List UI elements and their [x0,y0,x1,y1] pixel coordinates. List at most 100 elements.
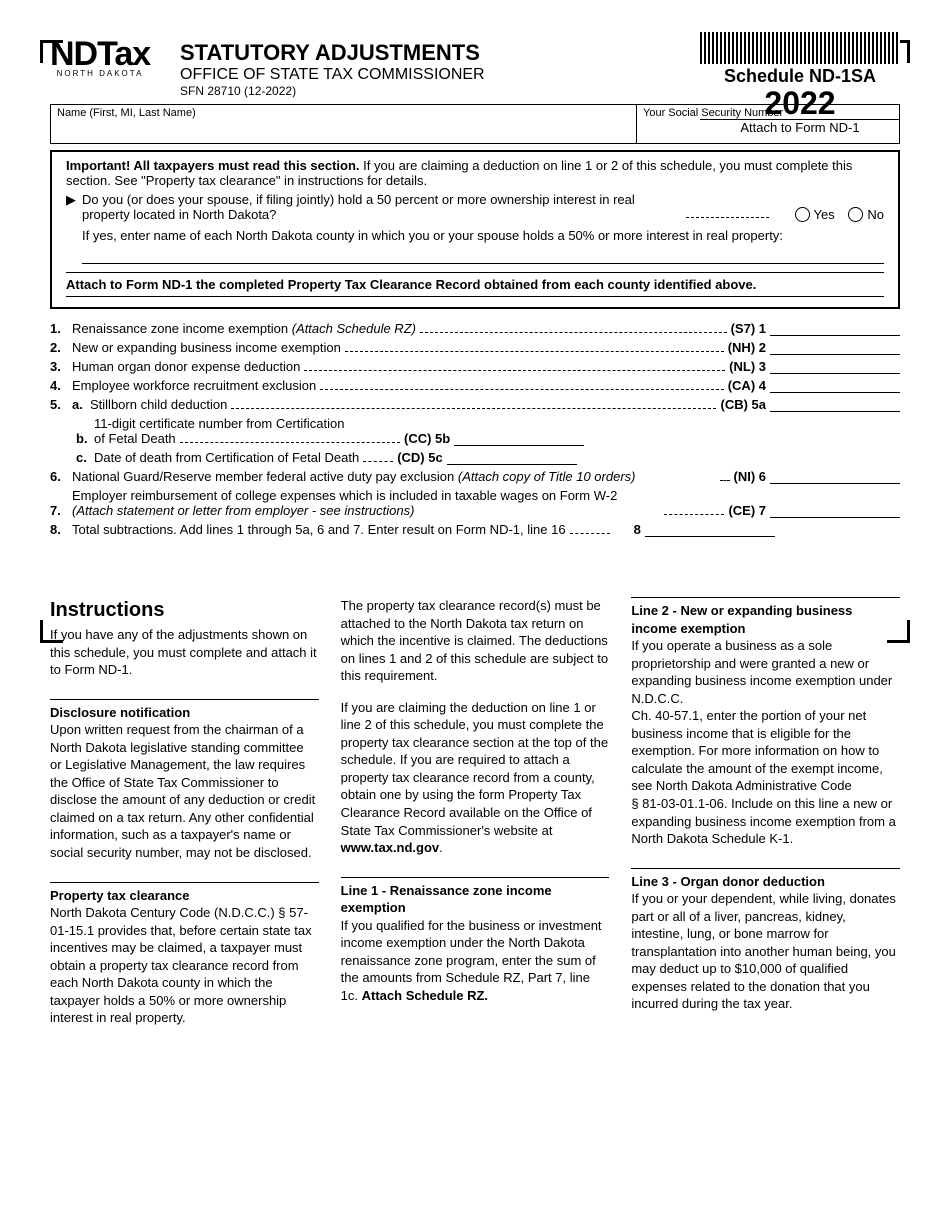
date-input[interactable] [447,450,577,465]
line-text: 11-digit certificate number from Certifi… [94,416,404,431]
form-header: NDTax NORTH DAKOTA STATUTORY ADJUSTMENTS… [50,40,900,98]
question-text: Do you (or does your spouse, if filing j… [82,192,682,222]
leader [686,217,769,218]
line-num: 7. [50,503,72,518]
right-header: Schedule ND-1SA 2022 Attach to Form ND-1 [700,32,900,135]
line3-text: If you or your dependent, while living, … [631,890,900,1013]
title-block: STATUTORY ADJUSTMENTS OFFICE OF STATE TA… [180,40,485,98]
amount-input-3[interactable] [770,359,900,374]
line-code: (CE) 7 [728,503,770,518]
attach-to-label: Attach to Form ND-1 [700,119,900,135]
sub-letter: c. [76,450,94,465]
line-5b: b. 11-digit certificate number from Cert… [76,416,900,446]
logo-tax: Tax [97,35,150,73]
instructions-col-2: The property tax clearance record(s) mus… [341,597,610,1027]
line2-text-b: Ch. 40-57.1, enter the portion of your n… [631,707,900,795]
col2b-text: If you are claiming the deduction on lin… [341,700,608,838]
line-text: National Guard/Reserve member federal ac… [72,469,458,484]
line-code: (NL) 3 [729,359,770,374]
line-2: 2. New or expanding business income exem… [50,340,900,355]
amount-input-4[interactable] [770,378,900,393]
amount-input-1[interactable] [770,321,900,336]
line-text: Employer reimbursement of college expens… [72,488,617,503]
line2-text-a: If you operate a business as a sole prop… [631,637,900,707]
amount-input-7[interactable] [770,503,900,518]
sub-letter: a. [72,397,90,412]
ndtax-logo: NDTax NORTH DAKOTA [50,40,150,78]
line-text: Total subtractions. Add lines 1 through … [72,522,566,537]
logo-nd: ND [50,35,97,73]
form-page: NDTax NORTH DAKOTA STATUTORY ADJUSTMENTS… [0,0,950,1067]
line1-heading: Line 1 - Renaissance zone income exempti… [341,877,610,917]
sub-letter: b. [76,431,94,446]
line-code: (S7) 1 [731,321,770,336]
cert-number-input[interactable] [454,431,584,446]
disclosure-text: Upon written request from the chairman o… [50,721,319,861]
line-italic: (Attach copy of Title 10 orders) [458,469,636,484]
yes-no-group: Yes No [773,207,884,222]
attach-instruction: Attach to Form ND-1 the completed Proper… [66,272,884,297]
yes-radio[interactable] [795,207,810,222]
line-code: (NI) 6 [734,469,771,484]
instructions-intro: If you have any of the adjustments shown… [50,626,319,679]
triangle-icon: ▶ [66,192,76,208]
yes-label: Yes [814,207,835,222]
crop-mark [40,620,63,643]
schedule-label: Schedule ND-1SA [700,66,900,87]
line-num: 1. [50,321,72,336]
important-lead: Important! All taxpayers must read this … [66,158,360,173]
instructions-col-3: Line 2 - New or expanding business incom… [631,597,900,1027]
no-radio[interactable] [848,207,863,222]
line-num: 8. [50,522,72,537]
line-6: 6. National Guard/Reserve member federal… [50,469,900,484]
line-num: 5. [50,397,72,412]
line-4: 4. Employee workforce recruitment exclus… [50,378,900,393]
line-italic: (Attach statement or letter from employe… [72,503,414,518]
col2-para-a: The property tax clearance record(s) mus… [341,597,610,685]
line-8: 8. Total subtractions. Add lines 1 throu… [50,522,900,537]
line-num: 4. [50,378,72,393]
line-text: Stillborn child deduction [90,397,227,412]
disclosure-heading: Disclosure notification [50,699,319,722]
county-input-line[interactable] [82,249,884,264]
line3-heading: Line 3 - Organ donor deduction [631,868,900,891]
line-code: (CA) 4 [728,378,770,393]
line-num: 2. [50,340,72,355]
line2-text-c: § 81-03-01.1-06. Include on this line a … [631,795,900,848]
line-text: New or expanding business income exempti… [72,340,341,355]
line1-text: If you qualified for the business or inv… [341,917,610,1005]
line-text: Employee workforce recruitment exclusion [72,378,316,393]
instructions-heading: Instructions [50,597,319,624]
county-prompt: If yes, enter name of each North Dakota … [82,228,884,243]
line-code: (CD) 5c [397,450,447,465]
amount-input-6[interactable] [770,469,900,484]
leader [420,332,727,333]
form-title: STATUTORY ADJUSTMENTS [180,40,485,66]
line-text: Date of death from Certification of Feta… [94,450,359,465]
amount-input-2[interactable] [770,340,900,355]
important-text: Important! All taxpayers must read this … [66,158,884,188]
website-text: www.tax.nd.gov [341,840,439,855]
ptc-text: North Dakota Century Code (N.D.C.C.) § 5… [50,904,319,1027]
instructions-col-1: Instructions If you have any of the adju… [50,597,319,1027]
form-subtitle: OFFICE OF STATE TAX COMMISSIONER [180,66,485,84]
ownership-question: ▶ Do you (or does your spouse, if filing… [66,192,884,272]
line-code: (NH) 2 [728,340,770,355]
line-5a: 5. a. Stillborn child deduction (CB) 5a [50,397,900,412]
line-num: 6. [50,469,72,484]
line-code: (CB) 5a [720,397,770,412]
line-5c: c. Date of death from Certification of F… [76,450,900,465]
line2-heading: Line 2 - New or expanding business incom… [631,597,900,637]
ptc-heading: Property tax clearance [50,882,319,905]
logo-state: NORTH DAKOTA [50,69,150,78]
amount-input-8[interactable] [645,522,775,537]
crop-mark [887,620,910,643]
line1-bold: Attach Schedule RZ. [362,988,488,1003]
name-field[interactable]: Name (First, MI, Last Name) [51,105,637,143]
line-text: of Fetal Death [94,431,176,446]
instructions-section: Instructions If you have any of the adju… [50,597,900,1027]
line-code: 8 [614,522,645,537]
line-italic: (Attach Schedule RZ) [292,321,416,336]
amount-input-5a[interactable] [770,397,900,412]
line-code: (CC) 5b [404,431,454,446]
